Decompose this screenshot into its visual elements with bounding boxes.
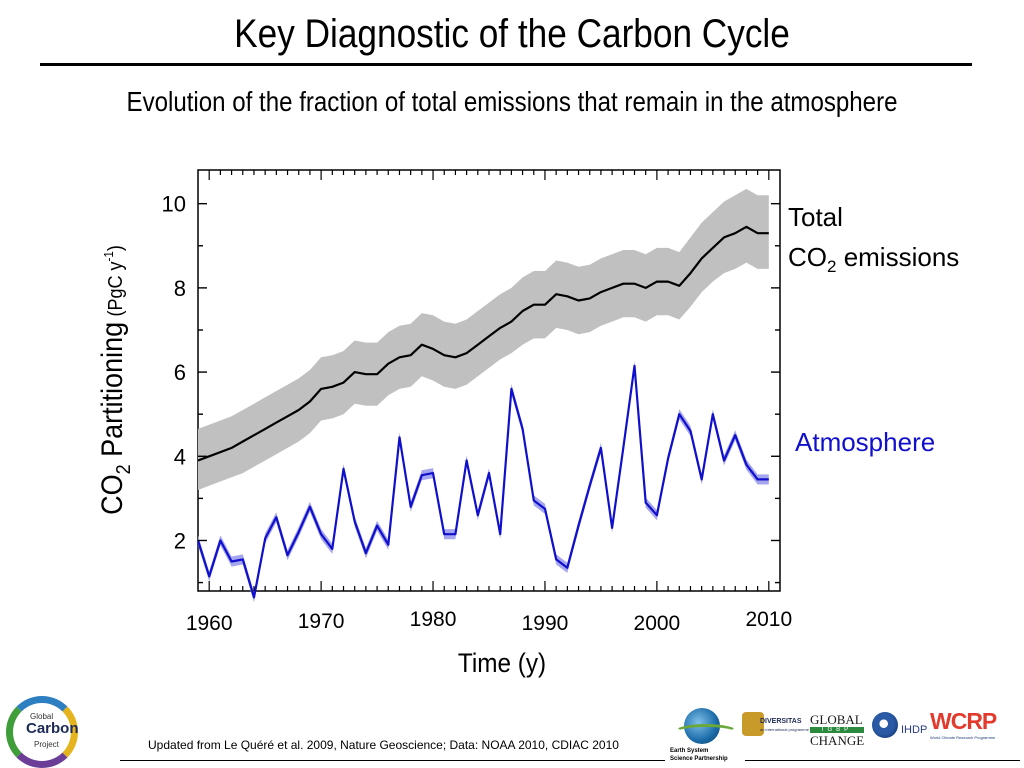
x-tick-label: 2010	[745, 608, 792, 631]
swoosh-icon	[674, 724, 738, 740]
x-tick-label: 1990	[522, 612, 569, 635]
essp-logo-line1: Earth System	[670, 748, 709, 754]
igbp-mid: IGBP	[810, 727, 864, 733]
essp-logo-line2: Science Partnership	[670, 756, 728, 762]
y-tick-label: 2	[174, 528, 186, 553]
y-tick-label: 4	[174, 444, 186, 469]
diversitas-mark-icon	[742, 712, 764, 736]
y-axis-unit-sup: -1	[101, 251, 116, 262]
x-axis-label: Time (y)	[458, 649, 546, 678]
legend-total-co: CO	[788, 242, 827, 272]
axis-ticks	[198, 170, 780, 591]
essp-logo: Earth System Science Partnership	[668, 708, 738, 768]
data-credit: Updated from Le Quéré et al. 2009, Natur…	[148, 738, 619, 752]
legend-total-sub: 2	[827, 257, 836, 276]
x-tick-label: 1980	[410, 608, 457, 631]
y-tick-label: 8	[174, 276, 186, 301]
y-axis-label: CO2 Partitioning (PgC y-1)	[96, 245, 136, 515]
diversitas-sub: an international programme of biodiversi…	[760, 727, 850, 732]
x-tick-label: 2000	[634, 612, 681, 635]
y-axis-label-rest: Partitioning	[96, 322, 130, 464]
wcrp-sub: World Climate Research Programme	[930, 735, 996, 740]
wcrp-logo: WCRP World Climate Research Programme	[928, 708, 1020, 746]
plot-frame	[197, 169, 781, 592]
igbp-line2: CHANGE	[810, 733, 865, 748]
ihdp-word: IHDP	[901, 724, 928, 736]
x-tick-label: 1970	[298, 610, 345, 633]
gcp-logo-line2: Carbon	[26, 720, 79, 737]
series-lines	[196, 225, 769, 599]
igbp-logo: GLOBAL IGBP CHANGE	[808, 712, 866, 748]
wcrp-word: WCRP	[930, 708, 997, 734]
slide-subtitle: Evolution of the fraction of total emiss…	[126, 86, 898, 117]
diversitas-word: DIVERSITAS	[760, 718, 802, 725]
y-tick-labels: 2 4 6 8 10	[162, 192, 186, 554]
ihdp-logo: IHDP	[872, 710, 930, 744]
total-emissions-line	[197, 225, 769, 462]
gcp-logo-line3: Project	[34, 740, 59, 749]
legend-atmosphere: Atmosphere	[795, 427, 935, 457]
y-axis-label-sub: 2	[113, 464, 135, 474]
y-tick-label: 10	[162, 192, 186, 217]
y-tick-label: 6	[174, 360, 186, 385]
global-carbon-project-logo: Global Carbon Project	[6, 696, 84, 768]
slide-title: Key Diagnostic of the Carbon Cycle	[234, 12, 790, 56]
ihdp-globe-icon	[872, 712, 898, 738]
y-axis-unit-open: (PgC y	[105, 261, 127, 316]
atmosphere-line	[196, 364, 769, 599]
footer-rule	[120, 760, 665, 761]
y-axis-label-main: CO	[96, 474, 130, 514]
gcp-ring-icon	[6, 696, 78, 768]
title-rule	[40, 63, 972, 66]
legend-total-line2: CO2 emissions	[788, 242, 959, 276]
diversitas-logo: DIVERSITAS an international programme of…	[742, 712, 849, 740]
legend-total-rest: emissions	[836, 242, 959, 272]
igbp-line1: GLOBAL	[810, 712, 863, 727]
gcp-logo-line1: Global	[30, 712, 54, 721]
y-axis-unit-close: )	[105, 245, 127, 251]
legend-total-line1: Total	[788, 202, 843, 232]
co2-partitioning-chart: 1960 1970 1980 1990 2000 2010 2 4 6 8 10 Time (y)…	[96, 169, 959, 678]
x-tick-labels: 1960 1970 1980 1990 2000 2010	[186, 608, 792, 635]
x-tick-label: 1960	[186, 612, 233, 635]
footer-rule-right	[745, 760, 1020, 761]
